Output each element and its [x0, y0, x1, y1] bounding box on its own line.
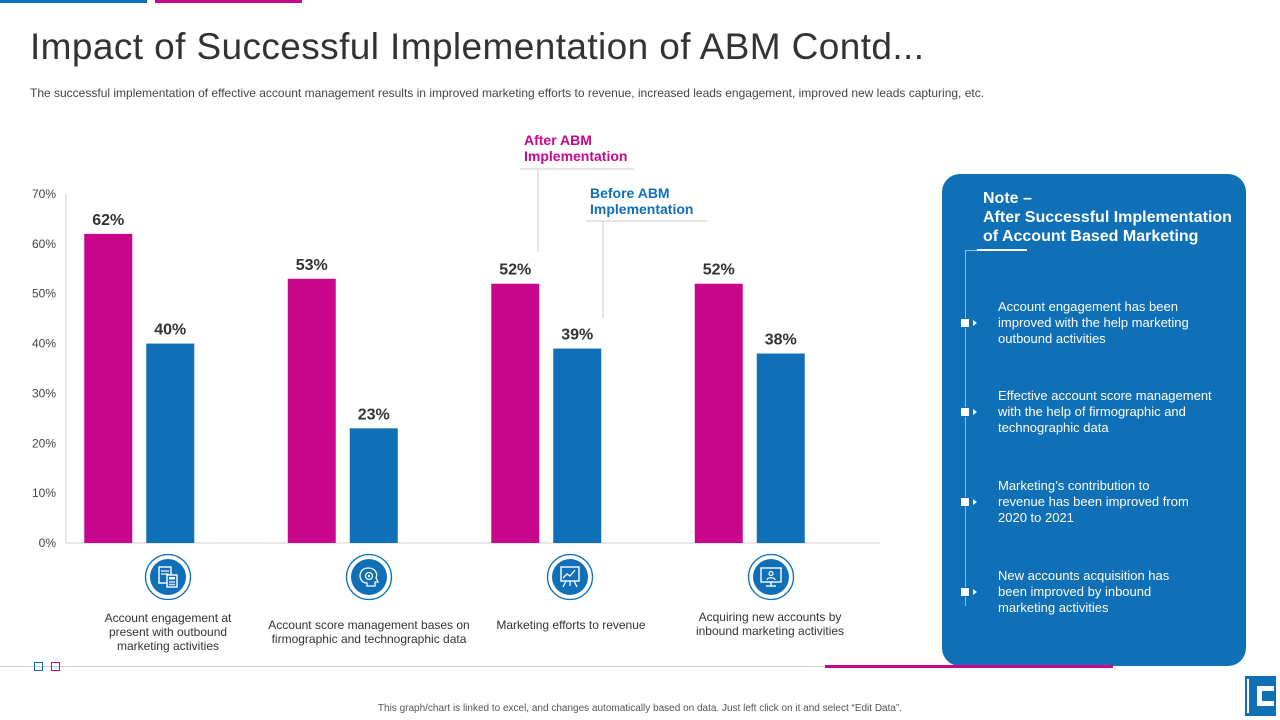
footer-note: This graph/chart is linked to excel, and… [377, 703, 903, 714]
page-title: Impact of Successful Implementation of A… [30, 26, 925, 67]
y-tick-label: 70% [32, 187, 56, 201]
y-tick-label: 20% [32, 436, 56, 450]
note-item-2: Effective account score management with … [998, 388, 1212, 435]
bar-chart[interactable]: 0% 10% 20% 30% 40% 50% 60% 70% 62% 40% 53% 23% 52% 39… [0, 0, 900, 560]
note-panel [942, 174, 1246, 666]
note-arrow-icon [973, 320, 977, 326]
computer-monitor-icon [747, 553, 795, 601]
square-blue-icon [34, 662, 43, 671]
category-label-1: Account engagement at present with outbo… [104, 611, 232, 653]
brand-logo-icon [1245, 676, 1276, 716]
note-item-marker [960, 587, 970, 597]
note-item-1: Account engagement has been improved wit… [998, 299, 1189, 346]
presentation-board-icon [546, 553, 594, 601]
data-label: 62% [92, 212, 124, 229]
note-item-marker [960, 318, 970, 328]
gear-brain-icon [345, 553, 393, 601]
data-label: 39% [561, 327, 593, 344]
page-subtitle: The successful implementation of effecti… [30, 86, 985, 100]
after-abm-annotation: After ABM Implementation [524, 132, 628, 164]
data-label: 52% [703, 262, 735, 279]
bottom-divider [0, 666, 1112, 667]
data-label: 53% [296, 257, 328, 274]
square-pink-icon [51, 662, 60, 671]
note-item-marker [960, 407, 970, 417]
category-label-4: Acquiring new accounts by inbound market… [695, 610, 845, 638]
bottom-accent-pink [825, 665, 1113, 668]
bar-after-4 [694, 283, 743, 543]
y-tick-label: 30% [32, 386, 56, 400]
category-label-3: Marketing efforts to revenue [496, 618, 646, 632]
before-abm-annotation: Before ABM Implementation [590, 185, 694, 217]
y-tick-label: 40% [32, 337, 56, 351]
bar-after-2 [287, 278, 336, 543]
top-accent-pink [155, 0, 302, 3]
note-timeline-cap [965, 250, 977, 251]
data-label: 38% [765, 332, 797, 349]
note-title-underline [977, 249, 1027, 251]
document-calculator-icon [144, 553, 192, 601]
note-arrow-icon [973, 589, 977, 595]
y-tick-label: 10% [32, 486, 56, 500]
bar-before-3 [553, 348, 602, 543]
bar-before-1 [146, 343, 195, 543]
data-label: 52% [499, 262, 531, 279]
note-arrow-icon [973, 409, 977, 415]
bar-before-2 [349, 428, 398, 543]
note-arrow-icon [973, 499, 977, 505]
data-label: 40% [154, 322, 186, 339]
y-tick-label: 0% [39, 536, 57, 550]
note-item-4: New accounts acquisition has been improv… [998, 568, 1170, 615]
category-label-2: Account score management bases on firmog… [268, 618, 470, 646]
bar-after-1 [84, 233, 133, 543]
data-label: 23% [358, 406, 390, 423]
note-timeline-line [965, 250, 966, 606]
note-title: Note – After Successful Implementation o… [983, 190, 1232, 245]
y-tick-label: 60% [32, 237, 56, 251]
y-tick-label: 50% [32, 287, 56, 301]
note-item-marker [960, 497, 970, 507]
top-accent-blue [0, 0, 147, 3]
note-item-3: Marketing’s contribution to revenue has … [998, 478, 1189, 525]
bar-before-4 [756, 353, 805, 543]
bar-after-3 [491, 283, 540, 543]
